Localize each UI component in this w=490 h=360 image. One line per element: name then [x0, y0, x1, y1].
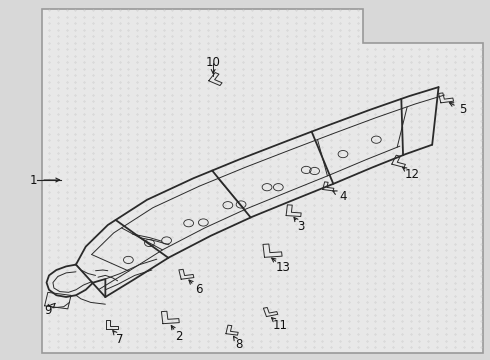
Polygon shape — [42, 9, 483, 353]
Text: 4: 4 — [339, 190, 347, 203]
Text: 9: 9 — [44, 304, 52, 317]
Text: 13: 13 — [276, 261, 291, 274]
Text: 2: 2 — [175, 330, 183, 343]
Text: 7: 7 — [116, 333, 124, 346]
Text: 12: 12 — [405, 168, 420, 181]
Text: 1: 1 — [29, 174, 37, 186]
Text: 3: 3 — [297, 220, 305, 233]
Text: 11: 11 — [273, 319, 288, 332]
Text: 10: 10 — [206, 57, 220, 69]
Text: 5: 5 — [459, 103, 467, 116]
Text: 6: 6 — [195, 283, 202, 296]
Text: 8: 8 — [235, 338, 243, 351]
